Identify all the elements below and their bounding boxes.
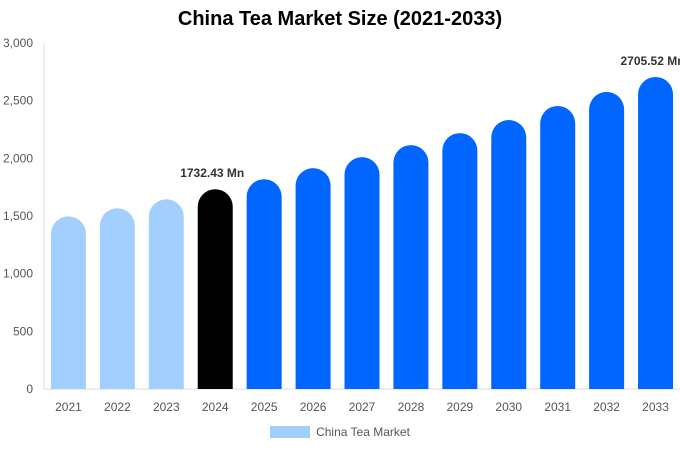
x-tick-label: 2026 (300, 400, 327, 414)
x-tick-label: 2031 (544, 400, 571, 414)
x-tick-label: 2029 (446, 400, 473, 414)
legend-label: China Tea Market (316, 425, 410, 439)
bar-2022 (99, 208, 135, 389)
bar-2033 (638, 76, 674, 389)
bar-2031 (540, 105, 576, 390)
x-tick-label: 2028 (398, 400, 425, 414)
y-tick-label: 2,000 (3, 151, 33, 165)
bar-2027 (344, 157, 380, 389)
x-tick-label: 2024 (202, 400, 229, 414)
x-tick-label: 2032 (593, 400, 620, 414)
data-label: 2705.52 Mn (621, 54, 680, 68)
y-tick-label: 1,500 (3, 209, 33, 223)
bar-2029 (442, 133, 478, 389)
chart-title: China Tea Market Size (2021-2033) (177, 8, 503, 30)
x-tick-label: 2030 (495, 400, 522, 414)
bar-2026 (295, 168, 331, 389)
x-tick-label: 2023 (153, 400, 180, 414)
bar-2023 (148, 199, 184, 389)
x-tick-label: 2022 (104, 400, 131, 414)
x-tick-label: 2025 (251, 400, 278, 414)
x-tick-label: 2027 (349, 400, 376, 414)
y-tick-label: 0 (26, 382, 33, 396)
x-tick-label: 2021 (55, 400, 82, 414)
bar-2030 (491, 120, 527, 389)
bar-2021 (50, 216, 86, 389)
y-tick-label: 1,000 (3, 267, 33, 281)
y-tick-label: 500 (13, 324, 33, 338)
legend: China Tea Market (0, 425, 680, 439)
bar-2028 (393, 145, 429, 389)
bar-2025 (246, 179, 282, 389)
y-tick-label: 2,500 (3, 94, 33, 108)
data-label: 1732.43 Mn (180, 166, 244, 180)
bar-2024 (197, 189, 233, 389)
x-tick-label: 2033 (642, 400, 669, 414)
bar-2032 (589, 91, 625, 389)
legend-swatch (270, 426, 311, 438)
y-tick-label: 3,000 (3, 36, 33, 50)
